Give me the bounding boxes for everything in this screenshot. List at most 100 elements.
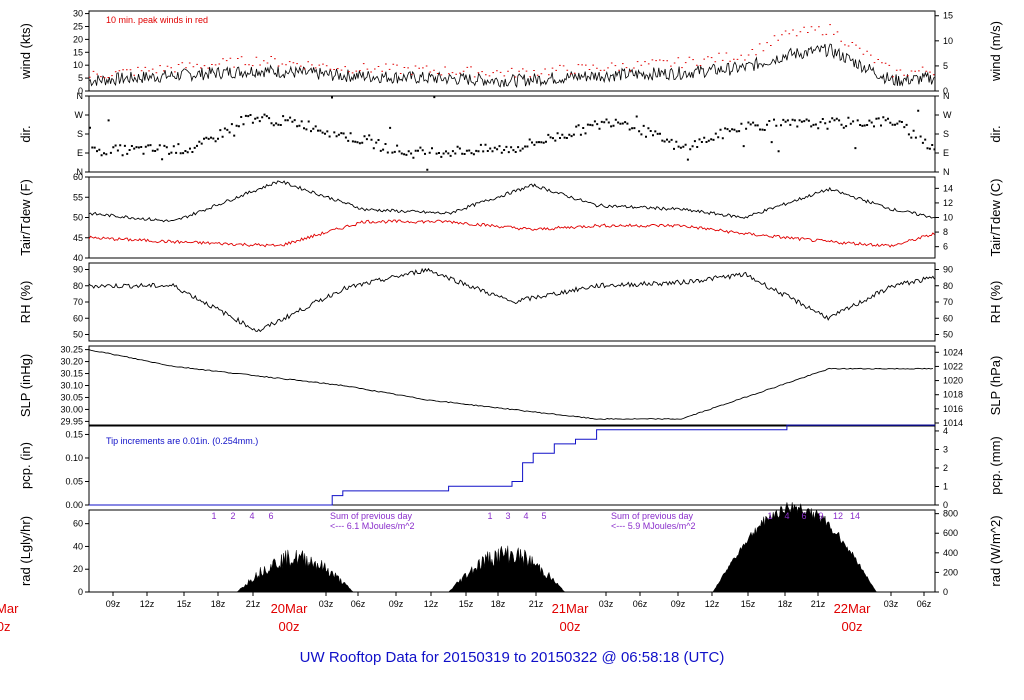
- date-label-top: 20Mar: [0, 601, 19, 616]
- temp-ytick-label-right: 6: [943, 242, 948, 252]
- date-label-top: 20Mar: [271, 601, 309, 616]
- rad-ytick-label-right: 400: [943, 548, 958, 558]
- rad-sum-value-2: <--- 5.9 MJoules/m^2: [611, 521, 696, 531]
- slp-ytick-label-right: 1018: [943, 390, 963, 400]
- rad-hour-marker: 9: [818, 511, 823, 521]
- slp-ytick-label-right: 1022: [943, 361, 963, 371]
- x-tick-label: 03z: [884, 599, 899, 609]
- rad-ytick-label-right: 600: [943, 528, 958, 538]
- rad-ytick-label-left: 60: [73, 519, 83, 529]
- wind-peak-note: 10 min. peak winds in red: [106, 15, 208, 25]
- x-tick-label: 12z: [705, 599, 720, 609]
- dir-ytick-label-right: E: [943, 148, 949, 158]
- dir-ytick-label-left: N: [77, 167, 84, 177]
- date-label-bottom: 00z: [842, 619, 863, 634]
- pcp-ytick-label-left: 0.00: [65, 500, 83, 510]
- wind-frame: [88, 10, 936, 92]
- pcp-frame: [88, 425, 936, 506]
- x-tick-label: 03z: [599, 599, 614, 609]
- temp-ytick-label-left: 50: [73, 213, 83, 223]
- pcp-ytick-label-right: 2: [943, 463, 948, 473]
- wind-ytick-label-left: 25: [73, 21, 83, 31]
- rad-hour-marker: 2: [230, 511, 235, 521]
- wind-ytick-label-left: 5: [78, 73, 83, 83]
- rad-hour-marker: 1: [487, 511, 492, 521]
- date-label-bottom: 00z: [279, 619, 300, 634]
- rh-ytick-label-right: 60: [943, 313, 953, 323]
- rad-hour-marker: 4: [523, 511, 528, 521]
- pcp-ytick-label-left: 0.10: [65, 453, 83, 463]
- dir-ytick-label-right: S: [943, 129, 949, 139]
- rad-ylabel-right: rad (W/m^2): [988, 515, 1003, 586]
- x-tick-label: 09z: [389, 599, 404, 609]
- x-tick-label: 21z: [529, 599, 544, 609]
- x-tick-label: 12z: [424, 599, 439, 609]
- wind-ytick-label-right: 10: [943, 36, 953, 46]
- dir-ytick-label-left: E: [77, 148, 83, 158]
- x-tick-label: 15z: [741, 599, 756, 609]
- rh-ytick-label-left: 70: [73, 297, 83, 307]
- x-tick-label: 06z: [633, 599, 648, 609]
- wind-ytick-label-left: 0: [78, 86, 83, 96]
- x-tick-label: 09z: [671, 599, 686, 609]
- rad-area: [236, 549, 355, 593]
- temp-ytick-label-right: 10: [943, 213, 953, 223]
- date-label-bottom: 00z: [560, 619, 581, 634]
- rh-ytick-label-left: 80: [73, 281, 83, 291]
- slp-ytick-label-right: 1016: [943, 404, 963, 414]
- wind-ytick-label-right: 5: [943, 61, 948, 71]
- temp-ytick-label-left: 40: [73, 253, 83, 263]
- pcp-ylabel-right: pcp. (mm): [988, 436, 1003, 495]
- rh-ytick-label-right: 70: [943, 297, 953, 307]
- dir-frame: [88, 95, 936, 173]
- wind-ytick-label-left: 30: [73, 9, 83, 19]
- rad-hour-marker: 4: [784, 511, 789, 521]
- rh-ylabel-left: RH (%): [18, 281, 33, 324]
- wind-ylabel-left: wind (kts): [18, 23, 33, 80]
- pcp-ytick-label-right: 0: [943, 500, 948, 510]
- wind-ytick-label-right: 15: [943, 11, 953, 21]
- dir-ylabel-left: dir.: [18, 125, 33, 142]
- rh-ytick-label-right: 90: [943, 265, 953, 275]
- temp-ytick-label-right: 12: [943, 198, 953, 208]
- slp-frame: [88, 345, 936, 426]
- temp-ytick-label-right: 14: [943, 183, 953, 193]
- x-tick-label: 18z: [778, 599, 793, 609]
- pcp-ytick-label-right: 1: [943, 481, 948, 491]
- chart-title: UW Rooftop Data for 20150319 to 20150322…: [299, 649, 725, 666]
- x-tick-label: 15z: [459, 599, 474, 609]
- rad-sum-value-1: <--- 6.1 MJoules/m^2: [330, 521, 415, 531]
- dir-ytick-label-left: N: [77, 91, 84, 101]
- rad-ytick-label-left: 0: [78, 587, 83, 597]
- slp-ytick-label-left: 30.15: [60, 369, 83, 379]
- rad-ytick-label-left: 20: [73, 564, 83, 574]
- wind-ytick-label-right: 0: [943, 86, 948, 96]
- temp-ytick-label-right: 8: [943, 227, 948, 237]
- dir-ylabel-right: dir.: [988, 125, 1003, 142]
- pcp-ytick-label-right: 3: [943, 444, 948, 454]
- slp-ylabel-left: SLP (inHg): [18, 354, 33, 417]
- pcp-ylabel-left: pcp. (in): [18, 442, 33, 489]
- rad-sum-label-1: Sum of previous day: [330, 511, 413, 521]
- temp-ytick-label-left: 60: [73, 172, 83, 182]
- wind-ytick-label-left: 20: [73, 34, 83, 44]
- dir-ytick-label-right: N: [943, 91, 950, 101]
- dir-ytick-label-right: W: [943, 110, 952, 120]
- x-tick-label: 06z: [351, 599, 366, 609]
- slp-ytick-label-right: 1014: [943, 418, 963, 428]
- slp-ytick-label-left: 30.00: [60, 404, 83, 414]
- slp-ytick-label-left: 30.20: [60, 357, 83, 367]
- rad-ytick-label-right: 800: [943, 509, 958, 519]
- rh-ytick-label-right: 50: [943, 330, 953, 340]
- rad-ylabel-left: rad (Lgly/hr): [18, 516, 33, 586]
- temp-ytick-label-left: 45: [73, 233, 83, 243]
- x-tick-label: 21z: [246, 599, 261, 609]
- rh-ytick-label-left: 60: [73, 313, 83, 323]
- x-tick-label: 12z: [140, 599, 155, 609]
- rh-ytick-label-left: 50: [73, 330, 83, 340]
- slp-line: [88, 349, 934, 420]
- slp-ytick-label-left: 30.10: [60, 381, 83, 391]
- pcp-ytick-label-left: 0.05: [65, 476, 83, 486]
- rad-hour-marker: 3: [505, 511, 510, 521]
- rad-hour-marker: 6: [801, 511, 806, 521]
